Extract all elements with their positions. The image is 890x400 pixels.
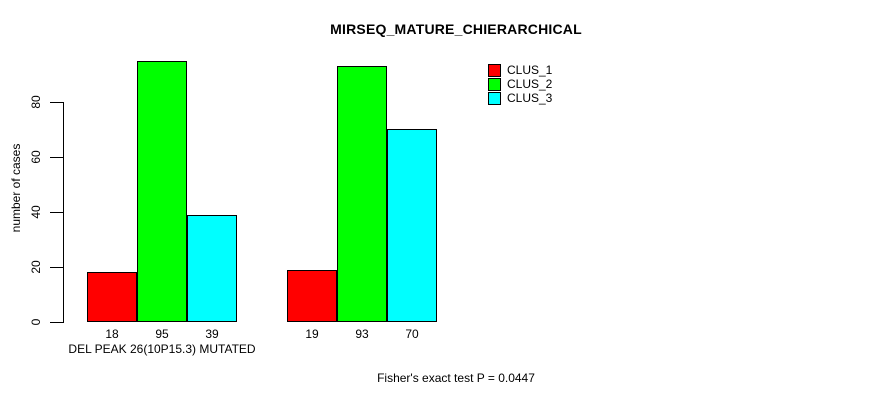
y-axis-tick-label: 40 [29,205,43,219]
bar-value-label: 95 [155,327,169,341]
y-axis-tick [50,322,63,323]
y-axis-line [63,102,64,323]
y-axis-tick-label: 60 [29,150,43,164]
bar-clus_2-group2 [337,66,387,322]
legend-swatch-clus_2 [488,77,501,91]
stat-test-footnote: Fisher's exact test P = 0.0447 [377,371,535,385]
legend: CLUS_1 CLUS_2 CLUS_3 [488,63,552,105]
y-axis-tick [50,267,63,268]
bar-value-label: 70 [405,327,419,341]
bar-clus_1-group2 [287,270,337,322]
legend-label: CLUS_3 [507,91,553,105]
legend-label: CLUS_2 [507,77,553,91]
bar-clus_1-group1 [87,272,137,322]
x-axis-group-label: DEL PEAK 26(10P15.3) MUTATED [68,342,256,356]
bar-value-label: 39 [205,327,219,341]
legend-label: CLUS_1 [507,63,553,77]
bar-clus_3-group1 [187,215,237,322]
legend-item: CLUS_3 [488,91,552,105]
legend-swatch-clus_1 [488,63,501,77]
bar-value-label: 18 [105,327,119,341]
bar-clus_2-group1 [137,61,187,322]
legend-swatch-clus_3 [488,91,501,105]
y-axis-tick [50,102,63,103]
y-axis-tick [50,212,63,213]
y-axis-tick [50,157,63,158]
bar-value-label: 19 [305,327,319,341]
chart-title: MIRSEQ_MATURE_CHIERARCHICAL [330,21,582,37]
bar-clus_3-group2 [387,129,437,322]
bar-value-label: 93 [355,327,369,341]
legend-item: CLUS_2 [488,77,552,91]
y-axis-tick-label: 20 [29,260,43,274]
legend-item: CLUS_1 [488,63,552,77]
y-axis-tick-label: 0 [29,318,43,326]
y-axis-tick-label: 80 [29,95,43,109]
